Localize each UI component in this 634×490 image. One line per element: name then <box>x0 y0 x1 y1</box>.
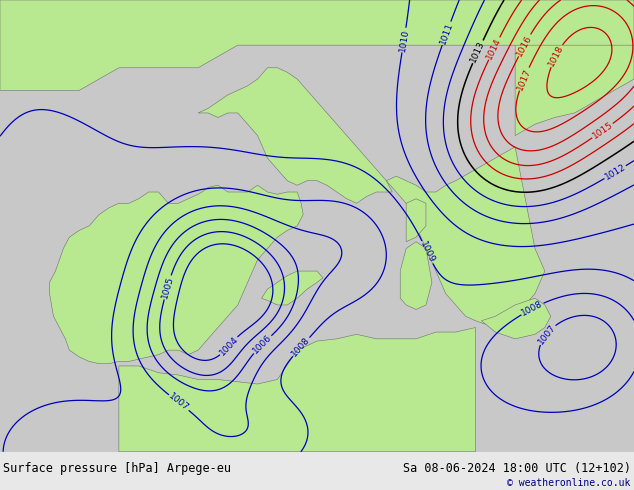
Polygon shape <box>0 0 634 90</box>
Polygon shape <box>406 199 426 242</box>
Polygon shape <box>400 242 432 310</box>
Polygon shape <box>261 271 323 305</box>
Polygon shape <box>481 298 551 339</box>
Text: 1018: 1018 <box>547 44 566 68</box>
Text: 1006: 1006 <box>251 333 274 356</box>
Text: 1005: 1005 <box>160 275 175 300</box>
Polygon shape <box>386 147 545 327</box>
Text: 1012: 1012 <box>603 163 627 182</box>
Polygon shape <box>198 68 392 203</box>
Text: 1011: 1011 <box>438 21 455 46</box>
Text: 1008: 1008 <box>520 299 545 318</box>
Text: 1007: 1007 <box>167 392 191 413</box>
Text: Surface pressure [hPa] Arpege-eu: Surface pressure [hPa] Arpege-eu <box>3 463 231 475</box>
Polygon shape <box>119 327 476 452</box>
Polygon shape <box>515 0 634 136</box>
Text: 1007: 1007 <box>536 322 557 346</box>
Text: © weatheronline.co.uk: © weatheronline.co.uk <box>507 478 631 488</box>
Text: 1015: 1015 <box>590 121 614 141</box>
Polygon shape <box>49 185 303 364</box>
Text: 1016: 1016 <box>515 33 534 57</box>
Text: 1004: 1004 <box>217 335 240 357</box>
Text: 1010: 1010 <box>398 28 410 52</box>
Text: Sa 08-06-2024 18:00 UTC (12+102): Sa 08-06-2024 18:00 UTC (12+102) <box>403 463 631 475</box>
Text: 1008: 1008 <box>290 335 312 359</box>
Text: 1009: 1009 <box>418 240 437 265</box>
Text: 1014: 1014 <box>485 36 503 61</box>
Text: 1013: 1013 <box>469 40 487 64</box>
Text: 1017: 1017 <box>515 67 533 91</box>
